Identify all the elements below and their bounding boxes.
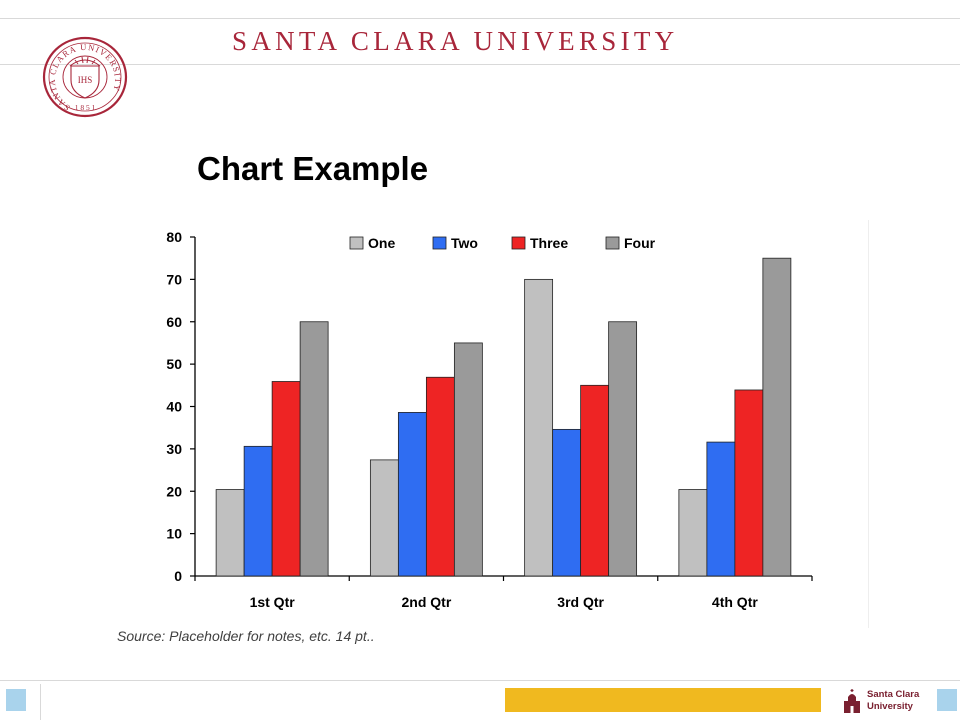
y-tick-label: 30 [166,441,182,457]
bar-three-3rd-qtr [580,384,610,577]
bar-four-3rd-qtr [608,321,638,577]
y-axis: 0 10 20 30 40 50 60 70 80 [166,229,196,584]
footer-square-right [937,689,957,711]
seal-year: 1 8 5 1 [75,103,96,112]
bar-series [215,257,792,577]
bar-four-4th-qtr [762,257,792,577]
bar-one-4th-qtr [678,489,708,577]
footer-logo-line1: Santa Clara [867,689,920,700]
x-tick-label-1st-qtr: 1st Qtr [250,594,296,610]
bar-one-3rd-qtr [524,278,554,577]
legend-label-three: Three [530,235,568,251]
x-tick-label-4th-qtr: 4th Qtr [712,594,758,610]
header-rule-bottom [0,64,960,65]
y-tick-label: 10 [166,526,182,542]
bar-two-2nd-qtr [397,412,427,577]
y-tick-label: 70 [166,271,182,287]
y-tick-label: 0 [174,568,182,584]
bar-one-1st-qtr [215,489,245,577]
slide-title: Chart Example [197,150,429,187]
x-tick-label-2nd-qtr: 2nd Qtr [401,594,451,610]
x-axis: 1st Qtr 2nd Qtr 3rd Qtr 4th Qtr [194,575,813,610]
legend-label-four: Four [624,235,656,251]
x-tick-label-3rd-qtr: 3rd Qtr [557,594,604,610]
footer-rule [0,680,960,681]
seal-monogram: IHS [78,75,93,85]
chart-frame-edge [868,220,869,628]
bar-four-2nd-qtr [453,342,483,577]
chart-legend: One Two Three Four [349,235,656,251]
bar-two-3rd-qtr [552,428,582,577]
footer-logo-line2: University [867,701,913,712]
bar-two-1st-qtr [243,445,273,577]
footer-logo: Santa Clara University [842,686,919,716]
footer-divider [40,684,41,720]
bar-three-4th-qtr [734,389,764,577]
legend-swatch-two [432,236,447,250]
y-tick-label: 80 [166,229,182,245]
legend-swatch-three [511,236,526,250]
y-tick-label: 40 [166,399,182,415]
source-note: Source: Placeholder for notes, etc. 14 p… [117,628,375,644]
seal-emblem [42,36,128,118]
y-tick-label: 60 [166,314,182,330]
bar-three-1st-qtr [271,381,301,577]
bar-two-4th-qtr [706,441,736,577]
legend-swatch-one [349,236,364,250]
bar-chart: 0 10 20 30 40 50 60 70 80 1st Qtr 2nd Qtr 3rd Qtr 4… [166,229,813,610]
university-name: SANTA CLARA UNIVERSITY [232,26,679,56]
y-tick-label: 50 [166,356,182,372]
footer-gold-bar [505,688,821,712]
y-tick-label: 20 [166,483,182,499]
legend-label-two: Two [451,235,478,251]
bar-four-1st-qtr [299,321,329,577]
legend-swatch-four [605,236,620,250]
header-rule-top [0,18,960,19]
university-seal: SANTA CLARA UNIVERSITY IHS 1 8 5 1 [42,36,128,118]
mission-church-icon [844,689,860,713]
bar-one-2nd-qtr [369,459,399,577]
footer-square-left [6,689,26,711]
bar-three-2nd-qtr [425,376,455,577]
legend-label-one: One [368,235,395,251]
